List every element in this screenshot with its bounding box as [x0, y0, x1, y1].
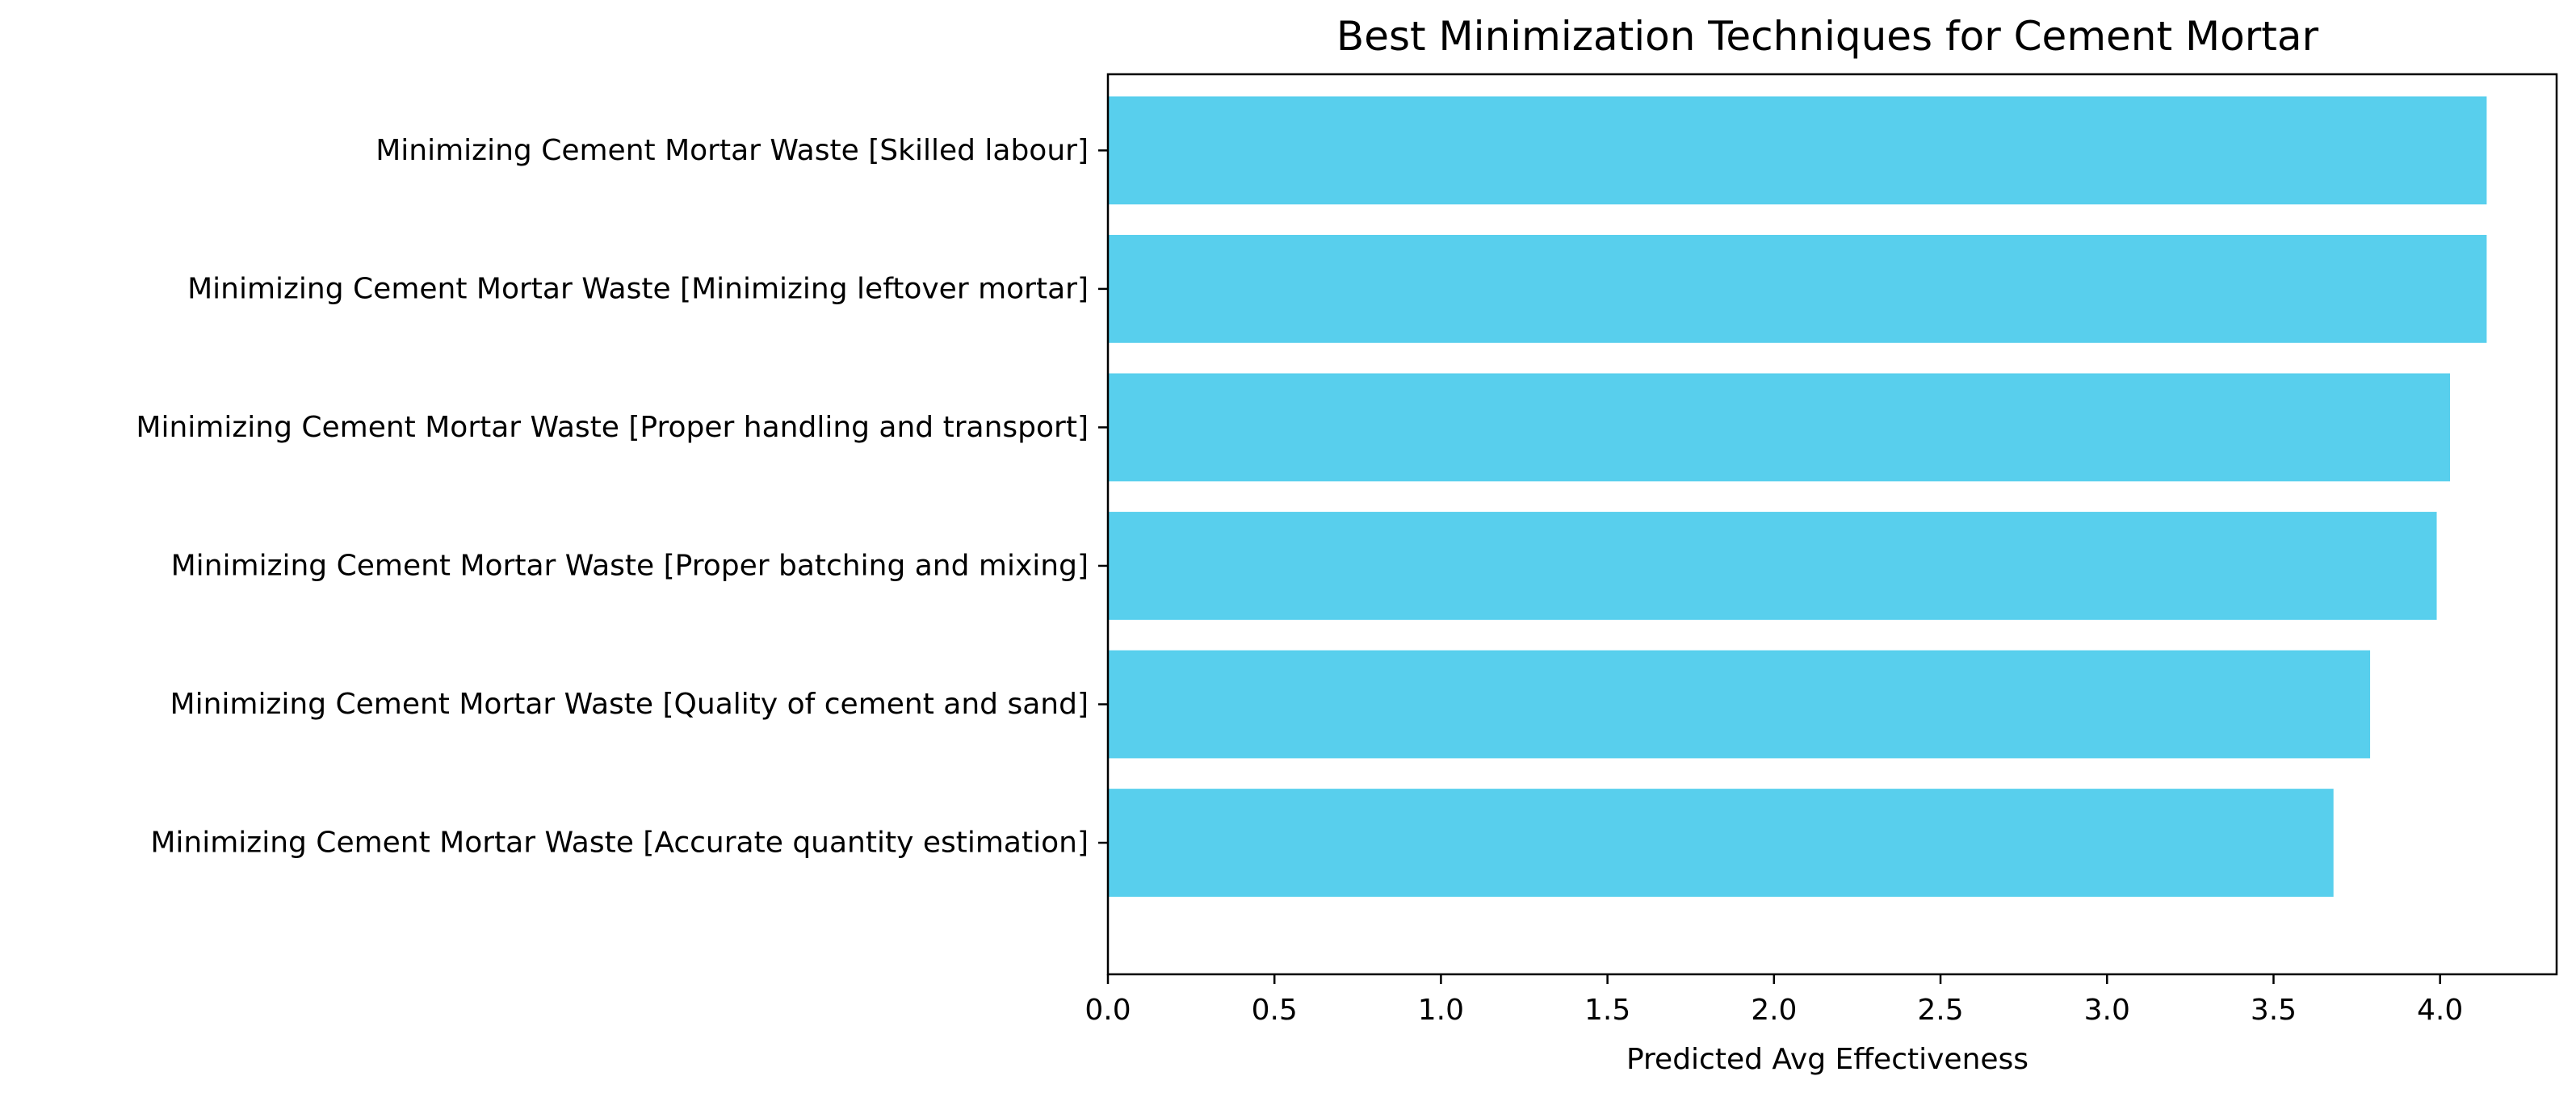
x-axis-ticks: 0.0 0.5 1.0 1.5 2.0 2.5 3.0 3.5 4.0 [1085, 974, 2463, 1027]
bar [1108, 512, 2437, 620]
x-tick-label: 1.5 [1584, 994, 1630, 1027]
bar [1108, 650, 2371, 759]
bar [1108, 96, 2487, 205]
y-tick-label: Minimizing Cement Mortar Waste [Skilled … [375, 134, 1089, 167]
y-tick-label: Minimizing Cement Mortar Waste [Accurate… [150, 827, 1089, 860]
y-tick-label: Minimizing Cement Mortar Waste [Minimizi… [187, 272, 1089, 305]
chart-title: Best Minimization Techniques for Cement … [1336, 13, 2319, 60]
x-tick-label: 1.0 [1418, 994, 1464, 1027]
y-tick-label: Minimizing Cement Mortar Waste [Proper b… [171, 549, 1089, 582]
bar [1108, 234, 2487, 343]
bar [1108, 373, 2451, 482]
x-tick-label: 4.0 [2417, 994, 2463, 1027]
y-tick-label: Minimizing Cement Mortar Waste [Proper h… [136, 411, 1089, 444]
bar [1108, 789, 2334, 897]
x-axis-label: Predicted Avg Effectiveness [1626, 1043, 2028, 1076]
x-tick-label: 3.0 [2084, 994, 2130, 1027]
x-tick-label: 2.0 [1751, 994, 1797, 1027]
x-tick-label: 0.5 [1252, 994, 1298, 1027]
x-tick-label: 0.0 [1085, 994, 1131, 1027]
plot-frame [1106, 73, 2558, 976]
y-tick-label: Minimizing Cement Mortar Waste [Quality … [170, 688, 1089, 721]
y-axis-ticks: Minimizing Cement Mortar Waste [Skilled … [136, 134, 1108, 860]
x-tick-label: 3.5 [2251, 994, 2297, 1027]
x-tick-label: 2.5 [1917, 994, 1963, 1027]
bars-group [1108, 96, 2487, 897]
